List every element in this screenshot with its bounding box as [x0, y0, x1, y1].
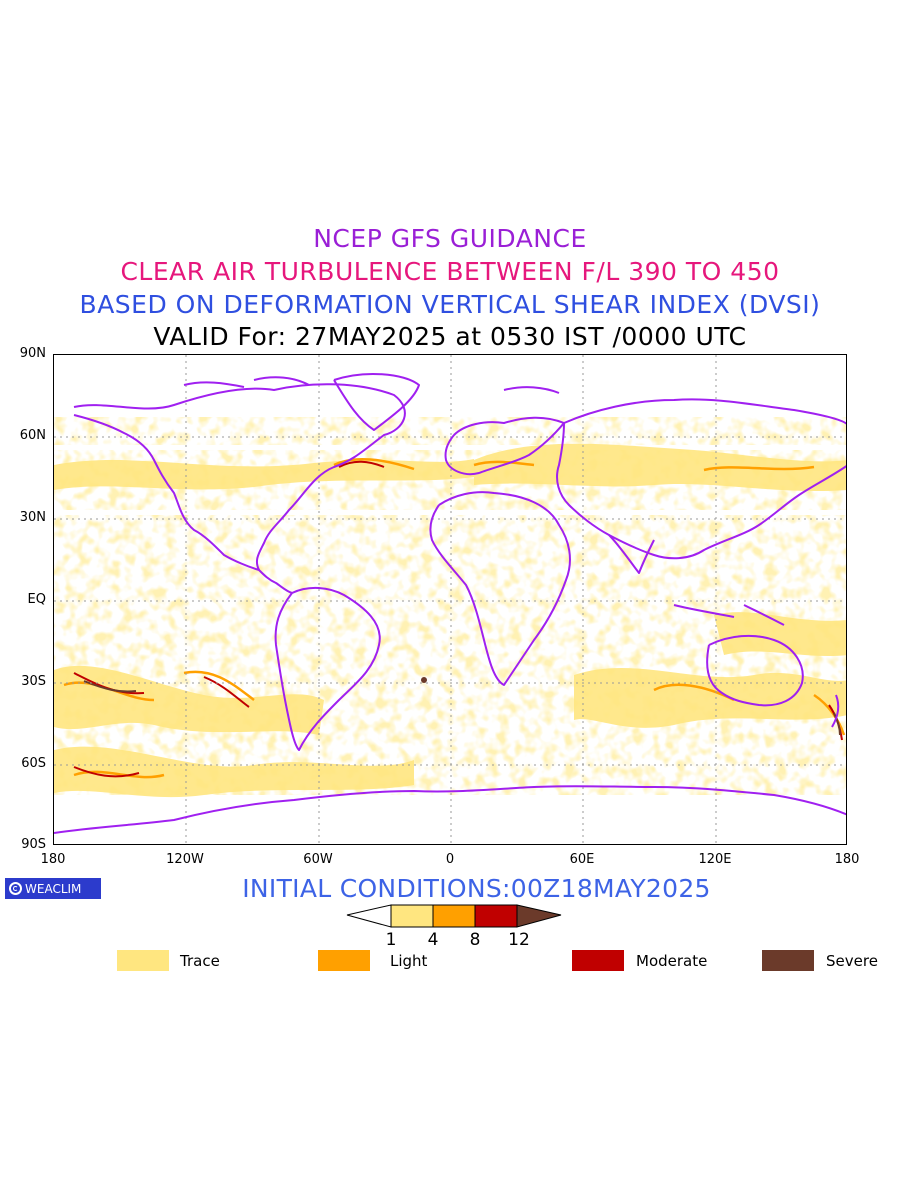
colorbar	[346, 904, 562, 928]
lon-label-120e: 120E	[698, 852, 732, 867]
antarctica-coast	[54, 785, 846, 834]
colorbar-trace-segment	[390, 904, 434, 928]
lon-label-0: 0	[445, 852, 455, 867]
lat-label-60n: 60N	[19, 428, 46, 443]
legend-moderate-label: Moderate	[636, 952, 708, 970]
chart-subtitle-level: CLEAR AIR TURBULENCE BETWEEN F/L 390 TO …	[120, 257, 780, 286]
trace-turbulence-layer	[54, 417, 846, 795]
australia-coast	[706, 634, 804, 707]
legend-light-swatch	[318, 950, 370, 971]
colorbar-moderate-segment	[474, 904, 518, 928]
lat-label-eq: EQ	[27, 592, 46, 607]
north-america-coast	[73, 383, 406, 571]
initial-conditions: INITIAL CONDITIONS:00Z18MAY2025	[242, 874, 711, 903]
map-panel	[53, 354, 847, 845]
lon-label-120w: 120W	[166, 852, 204, 867]
legend-trace-label: Trace	[180, 952, 220, 970]
colorbar-tick-1: 1	[385, 930, 397, 950]
colorbar-tick-4: 4	[427, 930, 439, 950]
lat-label-30n: 30N	[19, 510, 46, 525]
lat-lon-grid	[54, 355, 846, 844]
india-coast	[608, 534, 655, 574]
legend-moderate-swatch	[572, 950, 624, 971]
colorbar-severe-segment	[516, 904, 562, 928]
central-america-coast	[258, 569, 293, 594]
legend-severe-label: Severe	[826, 952, 878, 970]
colorbar-tick-12: 12	[508, 930, 530, 950]
colorbar-light-segment	[432, 904, 476, 928]
colorbar-tick-8: 8	[469, 930, 481, 950]
weaclim-badge-text: WEACLIM	[25, 881, 82, 896]
south-america-coast	[274, 587, 381, 751]
lon-label-60w: 60W	[303, 852, 333, 867]
lat-label-30s: 30S	[21, 674, 46, 689]
severe-turbulence-layer	[83, 677, 841, 736]
africa-coast	[429, 491, 571, 686]
coastlines	[54, 372, 846, 834]
lon-label-180e: 180	[834, 852, 860, 867]
legend-trace-swatch	[117, 950, 169, 971]
chart-title: NCEP GFS GUIDANCE	[313, 224, 587, 253]
chart-subtitle-method: BASED ON DEFORMATION VERTICAL SHEAR INDE…	[79, 290, 821, 319]
lat-label-60s: 60S	[21, 756, 46, 771]
lat-label-90s: 90S	[21, 837, 46, 852]
new-zealand-coast	[831, 694, 840, 728]
valid-time: VALID For: 27MAY2025 at 0530 IST /0000 U…	[153, 322, 747, 351]
greenland-coast	[333, 372, 420, 431]
europe-coast	[444, 416, 565, 476]
arctic-islands-coast	[183, 376, 560, 394]
weaclim-logo-icon	[9, 882, 22, 895]
legend-light-label: Light	[390, 952, 428, 970]
indonesia-coast	[673, 604, 785, 626]
weaclim-badge: WEACLIM	[5, 878, 101, 899]
lon-label-60e: 60E	[569, 852, 595, 867]
lat-label-90n: 90N	[19, 346, 46, 361]
colorbar-below-1	[346, 904, 392, 928]
legend-severe-swatch	[762, 950, 814, 971]
lon-label-180w: 180	[40, 852, 66, 867]
turbulence-map	[54, 355, 846, 844]
asia-coast	[556, 398, 846, 560]
